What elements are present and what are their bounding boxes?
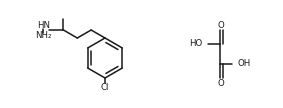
Text: HO: HO [189,40,202,48]
Text: O: O [218,79,224,87]
Text: OH: OH [238,60,251,68]
Text: HN: HN [37,21,50,30]
Text: O: O [218,21,224,29]
Text: Cl: Cl [101,83,109,92]
Text: NH₂: NH₂ [35,32,52,40]
